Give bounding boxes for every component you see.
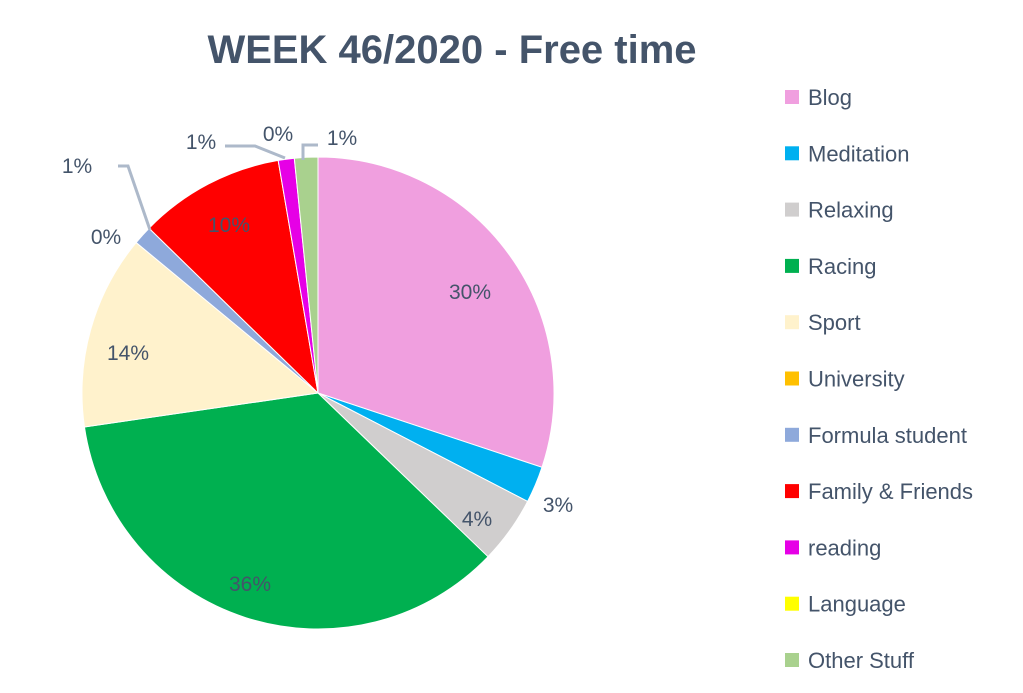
legend-label-language: Language: [808, 592, 906, 617]
data-label-sport: 14%: [107, 342, 149, 365]
data-label-meditation: 3%: [543, 494, 573, 517]
legend-swatch-meditation: [785, 146, 799, 161]
pie-slice-racing: [83, 392, 489, 630]
data-label-other-stuff: 1%: [327, 127, 357, 150]
legend-swatch-racing: [785, 258, 799, 273]
data-label-reading: 1%: [186, 131, 216, 154]
legend-swatch-formula-student: [785, 427, 799, 442]
legend-swatch-university: [785, 371, 799, 386]
legend-swatch-relaxing: [785, 202, 799, 217]
data-label-language: 0%: [263, 123, 293, 146]
data-label-family-friends: 10%: [208, 214, 250, 237]
data-label-formula-student: 1%: [62, 155, 92, 178]
pie-slice-blog: [317, 156, 555, 468]
legend-label-reading: reading: [808, 535, 881, 560]
legend-label-blog: Blog: [808, 85, 852, 110]
legend-swatch-reading: [785, 540, 799, 555]
legend-swatch-family-friends: [785, 484, 799, 499]
legend-swatch-blog: [785, 90, 799, 104]
data-label-blog: 30%: [449, 281, 491, 304]
legend-label-formula-student: Formula student: [808, 423, 967, 448]
legend-label-meditation: Meditation: [808, 141, 910, 166]
leader-line-reading: [225, 144, 286, 160]
leader-line-formula-student: [118, 164, 152, 231]
legend-swatch-language: [785, 596, 799, 611]
legend: Blog Meditation Relaxing Racing Sport Univers…: [785, 85, 973, 673]
legend-swatch-other-stuff: [785, 653, 799, 667]
legend-label-other-stuff: Other Stuff: [808, 648, 915, 673]
legend-label-racing: Racing: [808, 254, 876, 279]
legend-label-relaxing: Relaxing: [808, 198, 894, 223]
legend-swatch-sport: [785, 315, 799, 330]
pie-slice-sport: [81, 241, 320, 428]
pie-slice-family-friends: [148, 159, 319, 395]
legend-label-family-friends: Family & Friends: [808, 479, 973, 504]
legend-label-university: University: [808, 367, 905, 392]
data-label-relaxing: 4%: [462, 508, 492, 531]
pie-slice-other-stuff: [293, 156, 319, 394]
data-label-racing: 36%: [229, 573, 271, 596]
chart-title: WEEK 46/2020 - Free time: [207, 28, 696, 72]
legend-label-sport: Sport: [808, 310, 861, 335]
data-label-university: 0%: [91, 226, 121, 249]
leader-line-other-stuff: [301, 143, 318, 160]
